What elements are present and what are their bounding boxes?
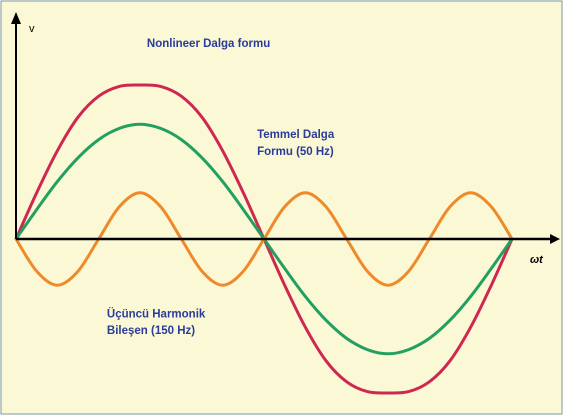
- nonlinear-wave-annotation: Nonlineer Dalga formu: [147, 38, 270, 50]
- axes: [11, 12, 560, 244]
- annotation-line: Formu (50 Hz): [257, 146, 334, 158]
- y-axis-label: v: [29, 23, 35, 35]
- x-axis-arrowhead: [550, 234, 560, 244]
- annotation-line: Üçüncü Harmonik: [107, 307, 206, 320]
- annotations: Nonlineer Dalga formu Temmel Dalga Formu (…: [107, 38, 335, 337]
- annotation-line: Bileşen (150 Hz): [107, 325, 195, 337]
- annotation-line: Temmel Dalga: [257, 129, 335, 141]
- annotation-line: Nonlineer Dalga formu: [147, 38, 270, 50]
- x-axis-label: ωt: [530, 254, 544, 266]
- third-harmonic-annotation: Üçüncü Harmonik Bileşen (150 Hz): [107, 307, 206, 337]
- fundamental-wave-annotation: Temmel Dalga Formu (50 Hz): [257, 129, 335, 158]
- y-axis-arrowhead: [11, 12, 21, 24]
